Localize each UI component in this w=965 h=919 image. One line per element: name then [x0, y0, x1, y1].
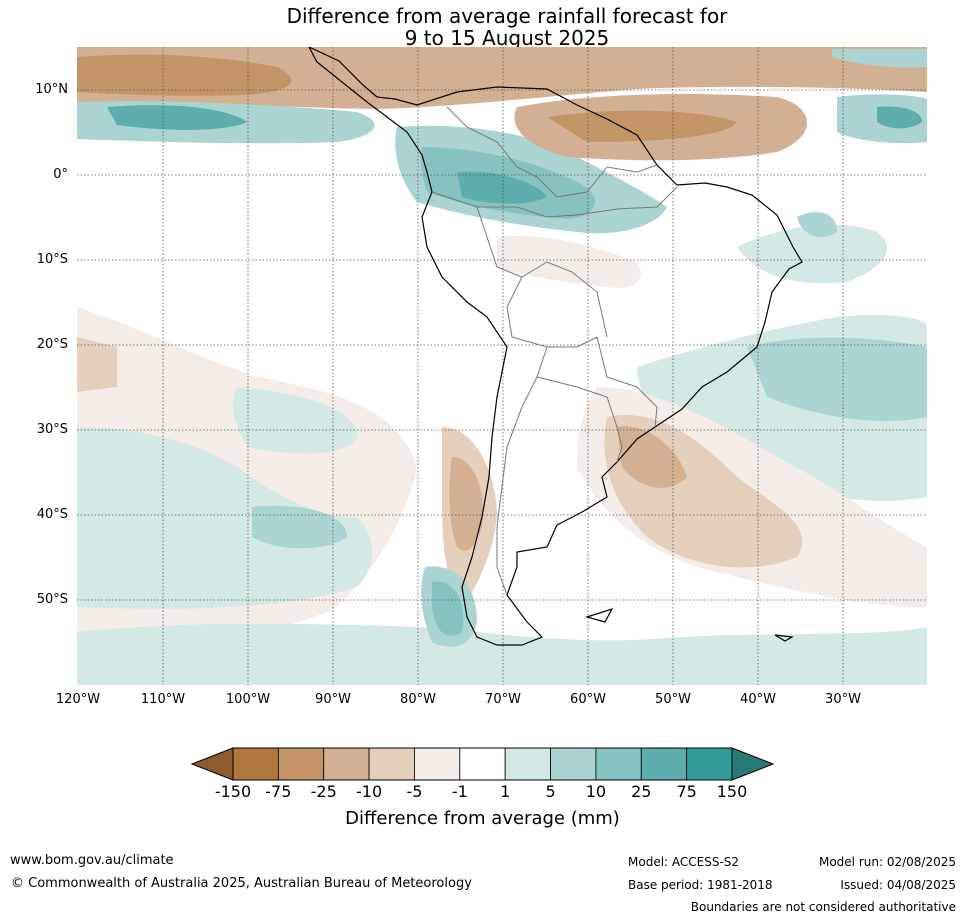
- colorbar-segment: [686, 747, 733, 781]
- colorbar-tick-label: 150: [716, 782, 748, 801]
- colorbar-segment: [459, 747, 506, 781]
- issued-date: Issued: 04/08/2025: [840, 878, 956, 892]
- lat-label-0: 0°: [53, 167, 68, 182]
- lat-label-10n: 10°N: [35, 82, 68, 97]
- lon-label-70w: 70°W: [485, 692, 521, 707]
- copyright-text: © Commonwealth of Australia 2025, Austra…: [11, 876, 472, 891]
- lat-label-50s: 50°S: [36, 592, 68, 607]
- colorbar: [190, 747, 775, 781]
- colorbar-tick-label: -25: [310, 782, 337, 801]
- coastline: [308, 47, 803, 646]
- colorbar-tick-label: -75: [265, 782, 292, 801]
- model-run-date: Model run: 02/08/2025: [818, 855, 956, 869]
- lat-label-40s: 40°S: [36, 507, 68, 522]
- colorbar-segment: [277, 747, 325, 781]
- colorbar-tick-label: 5: [545, 782, 556, 801]
- model-name: Model: ACCESS-S2: [628, 855, 740, 869]
- colorbar-segment: [504, 747, 551, 781]
- website-link[interactable]: www.bom.gov.au/climate: [10, 853, 174, 868]
- colorbar-segment: [414, 747, 461, 781]
- lon-label-30w: 30°W: [825, 692, 861, 707]
- lon-label-100w: 100°W: [225, 692, 271, 707]
- colorbar-tick-label: 1: [500, 782, 511, 801]
- map-title-line2: 9 to 15 August 2025: [404, 26, 610, 50]
- colorbar-tick-label: -10: [356, 782, 383, 801]
- colorbar-segment: [232, 747, 279, 781]
- colorbar-tick-label: -1: [451, 782, 468, 801]
- lon-label-90w: 90°W: [315, 692, 351, 707]
- colorbar-tick-label: 75: [676, 782, 697, 801]
- colorbar-tick-label: 25: [631, 782, 652, 801]
- lat-label-30s: 30°S: [36, 422, 68, 437]
- colorbar-tick-label: -5: [406, 782, 423, 801]
- lon-label-80w: 80°W: [400, 692, 436, 707]
- colorbar-tick-label: -150: [214, 782, 252, 801]
- colorbar-segment: [640, 747, 688, 781]
- colorbar-segment: [595, 747, 642, 781]
- colorbar-segment: [323, 747, 370, 781]
- graticule: [77, 47, 927, 685]
- colorbar-extend-low: [190, 747, 234, 781]
- base-period: Base period: 1981-2018: [628, 878, 773, 892]
- colorbar-segment: [368, 747, 415, 781]
- lat-label-10s: 10°S: [36, 252, 68, 267]
- lon-label-120w: 120°W: [55, 692, 101, 707]
- colorbar-tick-label: 10: [585, 782, 607, 801]
- colorbar-label: Difference from average (mm): [345, 808, 620, 829]
- lon-label-50w: 50°W: [655, 692, 691, 707]
- map-title-line1: Difference from average rainfall forecas…: [286, 4, 728, 28]
- lon-label-110w: 110°W: [140, 692, 186, 707]
- colorbar-extend-high: [731, 747, 775, 781]
- rainfall-anomaly-map: [77, 47, 927, 685]
- lat-label-20s: 20°S: [36, 337, 68, 352]
- anomaly-fill-light: [77, 212, 927, 685]
- colorbar-segment: [550, 747, 597, 781]
- boundaries-disclaimer: Boundaries are not considered authoritat…: [690, 900, 956, 914]
- lon-label-40w: 40°W: [740, 692, 776, 707]
- country-borders: [431, 106, 678, 596]
- lon-label-60w: 60°W: [570, 692, 606, 707]
